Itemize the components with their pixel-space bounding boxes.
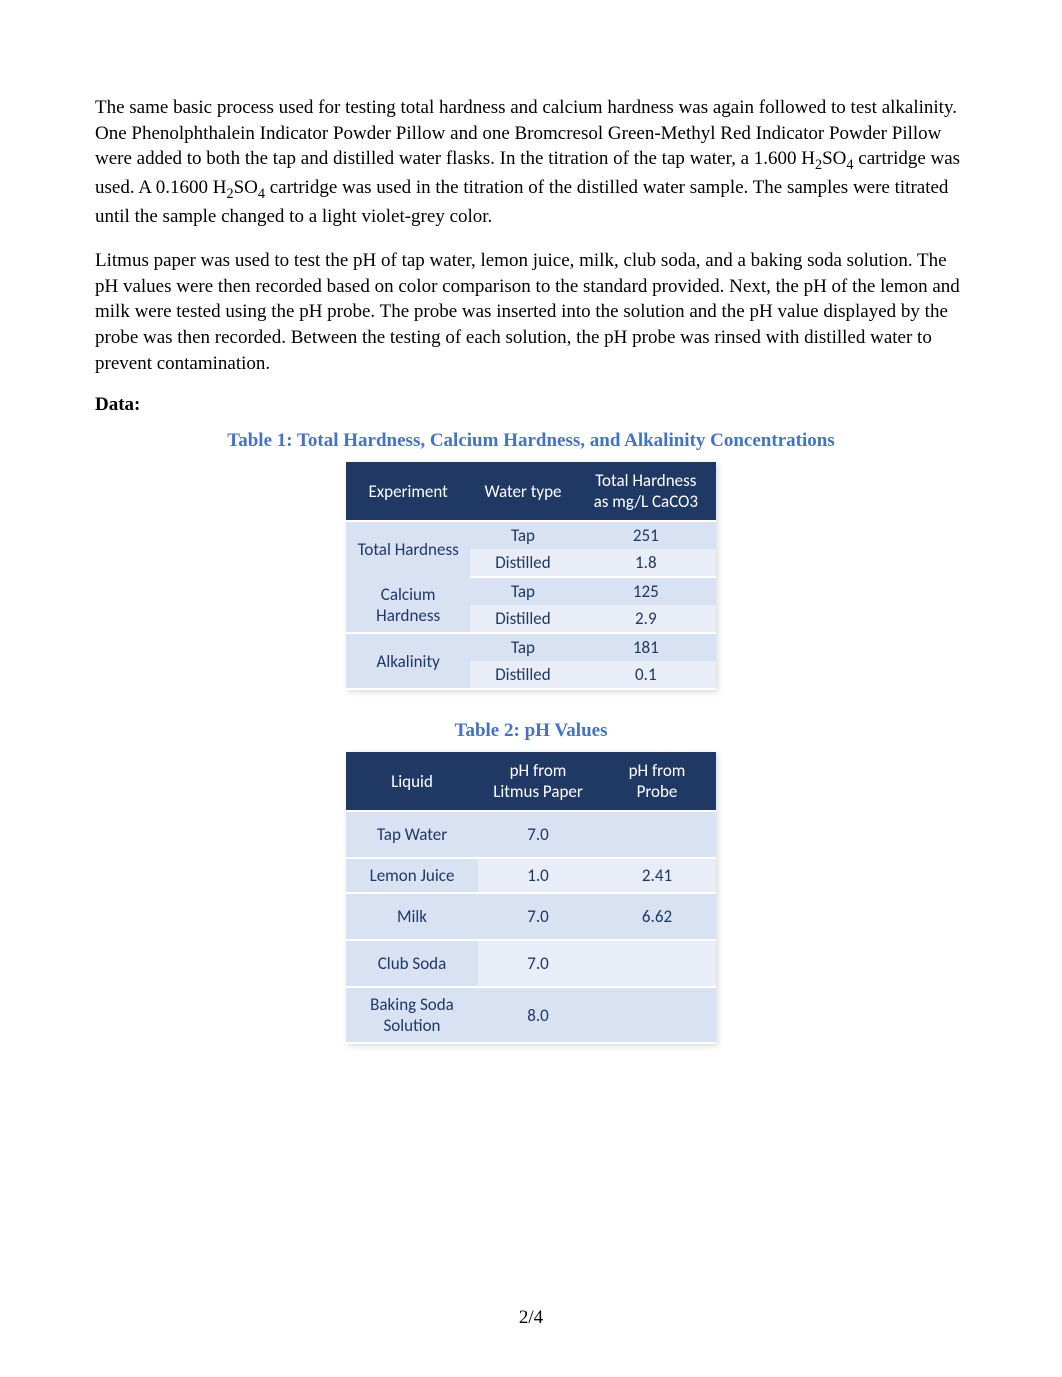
- table1-exp-calcium: Calcium Hardness: [346, 577, 470, 633]
- table2-wrap: Liquid pH from Litmus Paper pH from Prob…: [95, 752, 967, 1044]
- table-row: Lemon Juice 1.0 2.41: [346, 858, 716, 893]
- subscript-4a: 4: [846, 157, 853, 173]
- table-row: Tap Water 7.0: [346, 811, 716, 858]
- table2-cell: 2.41: [598, 858, 716, 893]
- table-row: Baking Soda Solution 8.0: [346, 987, 716, 1043]
- table1-cell: 1.8: [576, 549, 716, 577]
- table2-cell: Lemon Juice: [346, 858, 478, 893]
- table1-header-hardness: Total Hardness as mg/L CaCO3: [576, 462, 716, 521]
- paragraph-1: The same basic process used for testing …: [95, 95, 967, 230]
- table1-cell: Tap: [470, 633, 575, 661]
- table2-header-probe: pH from Probe: [598, 752, 716, 811]
- table2-cell: [598, 940, 716, 987]
- table-row: Milk 7.0 6.62: [346, 893, 716, 940]
- table1: Experiment Water type Total Hardness as …: [346, 462, 716, 690]
- table-row: Alkalinity Tap 181: [346, 633, 716, 661]
- para1-part-d: SO: [234, 177, 258, 198]
- table2-title: Table 2: pH Values: [95, 720, 967, 742]
- table2-cell: 1.0: [478, 858, 598, 893]
- table1-cell: Distilled: [470, 549, 575, 577]
- table2-cell: 6.62: [598, 893, 716, 940]
- table2-cell: 7.0: [478, 893, 598, 940]
- table1-cell: 0.1: [576, 661, 716, 689]
- table2-cell: Club Soda: [346, 940, 478, 987]
- table1-cell: Distilled: [470, 661, 575, 689]
- data-heading: Data:: [95, 394, 967, 416]
- table2-header-litmus: pH from Litmus Paper: [478, 752, 598, 811]
- table-row: Club Soda 7.0: [346, 940, 716, 987]
- table2: Liquid pH from Litmus Paper pH from Prob…: [346, 752, 716, 1044]
- table1-cell: Distilled: [470, 605, 575, 633]
- table2-header-row: Liquid pH from Litmus Paper pH from Prob…: [346, 752, 716, 811]
- table-row: Total Hardness Tap 251: [346, 521, 716, 549]
- table2-cell: 7.0: [478, 811, 598, 858]
- table1-header-row: Experiment Water type Total Hardness as …: [346, 462, 716, 521]
- table2-header-liquid: Liquid: [346, 752, 478, 811]
- table1-cell: Tap: [470, 521, 575, 549]
- subscript-4b: 4: [258, 186, 265, 202]
- table1-wrap: Experiment Water type Total Hardness as …: [95, 462, 967, 690]
- table2-cell: 8.0: [478, 987, 598, 1043]
- table2-cell: [598, 811, 716, 858]
- table2-cell: 7.0: [478, 940, 598, 987]
- table2-cell: Baking Soda Solution: [346, 987, 478, 1043]
- table1-exp-alkalinity: Alkalinity: [346, 633, 470, 689]
- table1-cell: 125: [576, 577, 716, 605]
- paragraph-2: Litmus paper was used to test the pH of …: [95, 248, 967, 376]
- page-number: 2/4: [0, 1307, 1062, 1329]
- table1-header-experiment: Experiment: [346, 462, 470, 521]
- subscript-2b: 2: [226, 186, 233, 202]
- table2-cell: Milk: [346, 893, 478, 940]
- table1-exp-total: Total Hardness: [346, 521, 470, 577]
- table2-cell: [598, 987, 716, 1043]
- table2-cell: Tap Water: [346, 811, 478, 858]
- para1-part-b: SO: [822, 148, 846, 169]
- table1-header-watertype: Water type: [470, 462, 575, 521]
- table1-cell: 181: [576, 633, 716, 661]
- table-row: Calcium Hardness Tap 125: [346, 577, 716, 605]
- table1-cell: Tap: [470, 577, 575, 605]
- table1-title: Table 1: Total Hardness, Calcium Hardnes…: [95, 430, 967, 452]
- table1-cell: 2.9: [576, 605, 716, 633]
- table1-cell: 251: [576, 521, 716, 549]
